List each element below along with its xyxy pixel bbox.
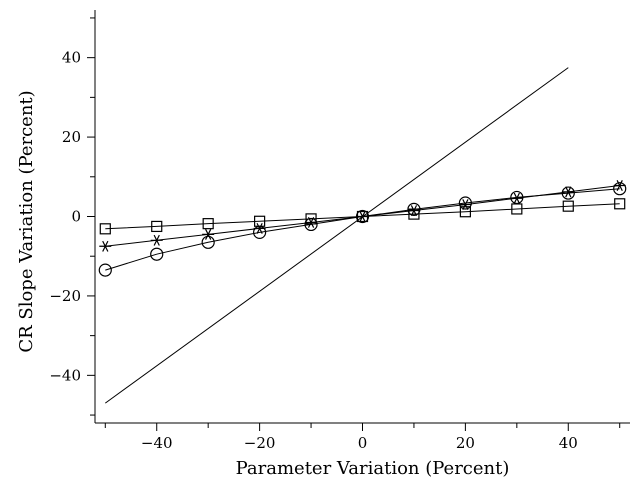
square-marker — [202, 218, 214, 230]
y-tick-label: 20 — [62, 128, 81, 146]
x-tick-label: 0 — [358, 434, 368, 452]
square-marker — [459, 206, 471, 218]
circle-marker — [253, 225, 267, 239]
circle-marker — [304, 217, 318, 232]
square-marker — [305, 213, 317, 225]
circle-marker — [355, 209, 370, 224]
asterisk-marker — [407, 205, 420, 217]
square-marker — [99, 223, 111, 235]
circle-marker — [613, 182, 627, 196]
asterisk-marker — [99, 240, 112, 252]
series-circle — [98, 182, 627, 277]
x-tick-label: −40 — [141, 434, 173, 452]
circle-marker — [407, 202, 421, 216]
square-marker — [614, 198, 626, 210]
square-marker — [562, 200, 574, 212]
y-tick-label: −40 — [49, 366, 81, 384]
y-ticks: −40 −20 0 20 40 — [49, 17, 95, 416]
series-layer — [98, 67, 627, 404]
asterisk-marker — [202, 228, 215, 240]
x-axis-title: Parameter Variation (Percent) — [236, 458, 510, 479]
y-tick-label: −20 — [49, 287, 81, 305]
series-line — [105, 188, 620, 271]
x-tick-label: −20 — [244, 434, 276, 452]
series-none — [105, 67, 569, 404]
asterisk-marker — [150, 234, 163, 246]
circle-marker — [201, 235, 215, 249]
series-line — [105, 67, 569, 404]
series-asterisk — [99, 180, 626, 252]
circle-marker — [98, 263, 112, 277]
x-tick-label: 40 — [559, 434, 578, 452]
circle-marker — [510, 190, 524, 205]
y-tick-label: 40 — [62, 49, 81, 67]
circle-marker — [150, 247, 164, 261]
circle-marker — [561, 186, 575, 200]
x-tick-label: 20 — [456, 434, 475, 452]
asterisk-marker — [562, 186, 575, 198]
x-ticks: −40 −20 0 20 40 — [104, 423, 621, 452]
circle-marker — [458, 196, 472, 210]
asterisk-marker — [459, 199, 472, 211]
square-marker — [151, 220, 163, 233]
y-tick-label: 0 — [71, 208, 81, 226]
y-axis-title: CR Slope Variation (Percent) — [16, 90, 37, 352]
